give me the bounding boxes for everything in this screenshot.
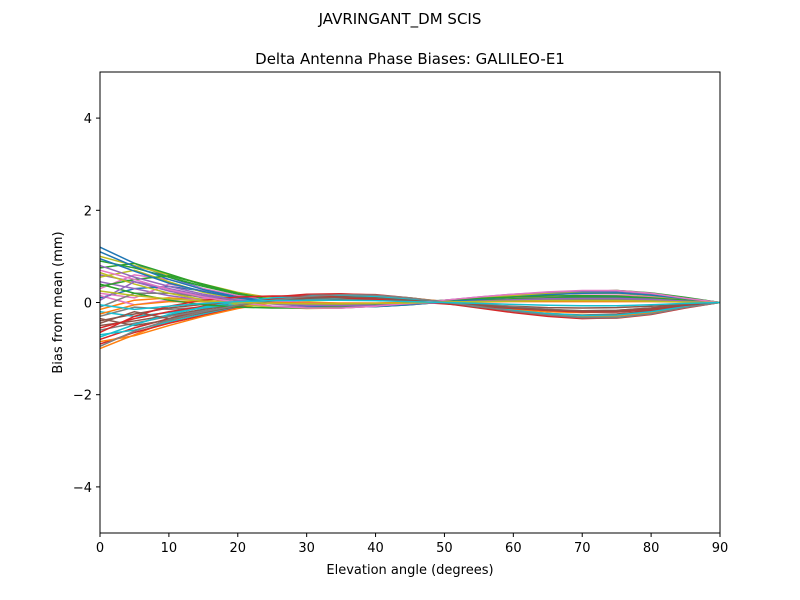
x-axis-label: Elevation angle (degrees) [326, 563, 493, 578]
x-tick-label: 50 [436, 541, 453, 556]
x-tick-label: 80 [643, 541, 660, 556]
x-tick-label: 90 [712, 541, 729, 556]
x-tick-label: 10 [161, 541, 178, 556]
x-axis: 0 10 20 30 40 50 60 70 80 90 [96, 533, 728, 556]
x-tick-label: 30 [298, 541, 315, 556]
x-tick-label: 60 [505, 541, 522, 556]
y-tick-label: 4 [84, 112, 92, 127]
y-tick-label: 2 [84, 204, 92, 219]
series-line-39 [100, 290, 720, 305]
x-tick-label: 70 [574, 541, 591, 556]
y-tick-label: −4 [73, 481, 92, 496]
chart-suptitle: JAVRINGANT_DM SCIS [318, 10, 482, 29]
series-group [100, 246, 720, 350]
series-line-31 [100, 257, 720, 308]
chart-title: Delta Antenna Phase Biases: GALILEO-E1 [255, 50, 565, 68]
series-line-30 [100, 294, 720, 338]
series-line-38 [100, 293, 720, 347]
y-axis-label: Bias from mean (mm) [51, 231, 66, 373]
series-line-40 [100, 299, 720, 311]
y-tick-label: 0 [84, 297, 92, 312]
y-axis: −4 −2 0 2 4 [73, 112, 100, 496]
x-tick-label: 20 [230, 541, 247, 556]
y-tick-label: −2 [73, 389, 92, 404]
x-tick-label: 0 [96, 541, 104, 556]
x-tick-label: 40 [367, 541, 384, 556]
